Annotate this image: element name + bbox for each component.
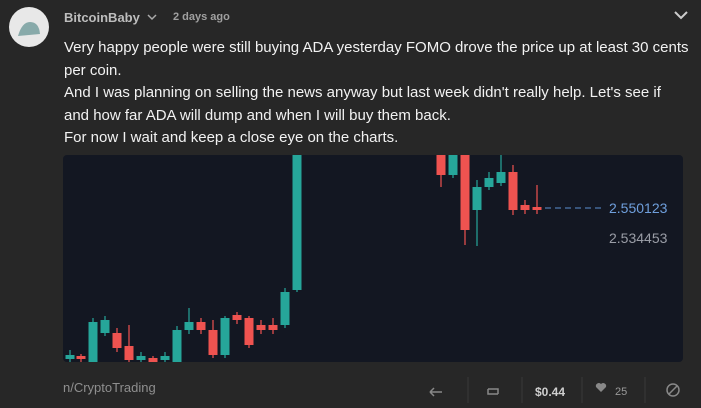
- repost-icon[interactable]: [487, 388, 499, 395]
- candle-body: [136, 356, 146, 360]
- candle-body: [65, 355, 75, 359]
- like-count: 25: [615, 386, 628, 398]
- candle-body: [100, 320, 110, 333]
- candle-body: [148, 358, 158, 362]
- candle-body: [292, 155, 302, 290]
- candle-body: [196, 322, 206, 330]
- community-link[interactable]: n/CryptoTrading: [63, 380, 156, 395]
- candle-body: [172, 330, 182, 362]
- candle-body: [244, 318, 254, 345]
- block-icon-slash: [668, 385, 678, 395]
- candle-body: [208, 330, 218, 355]
- avatar-art: [18, 22, 40, 36]
- candle-body: [268, 325, 278, 330]
- author-menu[interactable]: [147, 14, 157, 21]
- candle-body: [472, 187, 482, 210]
- candle-body: [124, 346, 134, 360]
- candle-body: [448, 155, 458, 175]
- timestamp: 2 days ago: [173, 11, 230, 23]
- candle-body: [496, 172, 506, 183]
- paragraph: And I was planning on selling the news a…: [64, 84, 661, 124]
- candle-body: [88, 322, 98, 362]
- paragraph: For now I wait and keep a close eye on t…: [64, 129, 399, 146]
- candle-body: [508, 172, 518, 210]
- chart-image: [63, 155, 683, 362]
- candle-body: [232, 315, 242, 320]
- candle-body: [184, 322, 194, 330]
- candle-body: [280, 292, 290, 325]
- candle-body: [436, 155, 446, 175]
- candle-body: [484, 178, 494, 187]
- author[interactable]: BitcoinBaby: [64, 10, 140, 25]
- candle-body: [532, 207, 542, 210]
- candles: [65, 155, 542, 362]
- paragraph: Very happy people were still buying ADA …: [64, 39, 689, 79]
- candle-body: [256, 325, 266, 330]
- like-icon[interactable]: [595, 383, 607, 392]
- candle-body: [160, 356, 170, 360]
- candle-body: [520, 205, 530, 210]
- candle-body: [76, 356, 86, 359]
- price-label: 2.534453: [609, 230, 668, 246]
- post-body: Very happy people were still buying ADA …: [64, 37, 689, 150]
- candle-body: [112, 333, 122, 348]
- candle-body: [460, 155, 470, 230]
- candle-body: [220, 318, 230, 355]
- price-label: 2.550123: [609, 200, 668, 216]
- post-menu[interactable]: [674, 11, 688, 20]
- reply-icon[interactable]: [429, 387, 442, 397]
- tip-amount[interactable]: $0.44: [535, 385, 566, 399]
- block-icon[interactable]: [666, 383, 680, 397]
